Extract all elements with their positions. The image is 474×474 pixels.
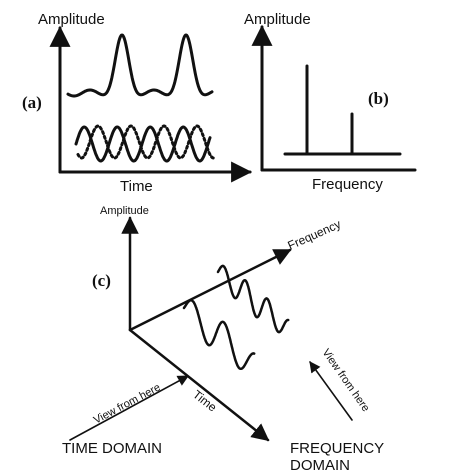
panel-a-combined-wave — [66, 33, 214, 98]
panel-a-y-label: Amplitude — [38, 11, 105, 28]
panel-c-component-wave-near — [182, 299, 256, 371]
panel-b-x-label: Frequency — [312, 176, 383, 193]
panel-c-tag: (c) — [92, 271, 111, 290]
view-from-time-label: View from here — [92, 381, 163, 426]
panel-b-y-label: Amplitude — [244, 11, 311, 28]
panel-c-frequency-label: Frequency — [286, 217, 343, 253]
view-from-time-arrow — [69, 375, 189, 441]
panel-c-amplitude-label: Amplitude — [100, 205, 149, 217]
panel-a-component-wave-solid — [74, 125, 212, 163]
panel-c-time-axis — [128, 328, 270, 442]
panel-c-frequency-axis — [128, 248, 292, 332]
view-from-frequency-label: View from here — [320, 347, 372, 414]
panel-a-tag: (a) — [22, 93, 42, 112]
panel-a-x-label: Time — [120, 178, 153, 195]
frequency-domain-label-line1: FREQUENCY — [290, 440, 384, 457]
panel-c-time-label: Time — [190, 387, 220, 414]
panel-a: Amplitude Time (a) — [22, 11, 253, 195]
panel-b-tag: (b) — [368, 89, 389, 108]
panel-c: Amplitude (c) Frequency Time View from h… — [62, 205, 384, 474]
time-domain-label: TIME DOMAIN — [62, 440, 162, 457]
panel-c-component-wave-far — [216, 264, 290, 334]
panel-a-component-wave-dotted — [76, 124, 216, 160]
view-from-frequency-arrow — [309, 361, 353, 421]
panel-b: Amplitude Frequency (b) — [244, 11, 417, 193]
frequency-domain-label-line2: DOMAIN — [290, 457, 350, 474]
